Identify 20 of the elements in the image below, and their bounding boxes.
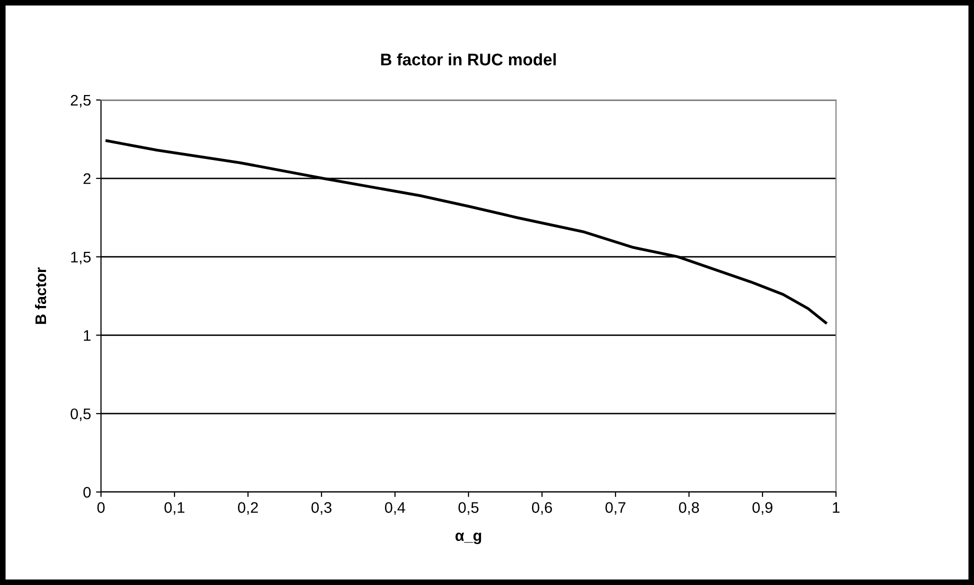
x-tick-label: 0,4 [384,502,406,515]
x-tick-label: 0,7 [605,502,626,515]
x-tick-label: 0,3 [311,502,332,515]
y-tick-label: 0,5 [70,408,91,422]
x-tick-label: 0 [97,502,105,513]
y-tick-label: 2,5 [70,94,91,108]
x-axis-title: α_g [455,532,482,544]
x-tick-label: 0,8 [678,502,699,515]
x-tick-label: 1 [832,502,840,513]
chart-title: B factor in RUC model [381,53,556,66]
x-tick-label: 0,6 [532,502,552,515]
x-tick-label: 0,1 [164,502,184,515]
y-tick-label: 0 [83,486,91,498]
y-tick-label: 2 [84,173,91,184]
y-tick-label: 1 [84,330,91,341]
x-tick-label: 0,5 [458,502,478,515]
x-tick-label: 0,2 [238,502,258,515]
y-tick-label: 1,5 [71,252,91,264]
x-tick-label: 0,9 [752,502,772,515]
y-axis-title: B factor [34,267,46,324]
